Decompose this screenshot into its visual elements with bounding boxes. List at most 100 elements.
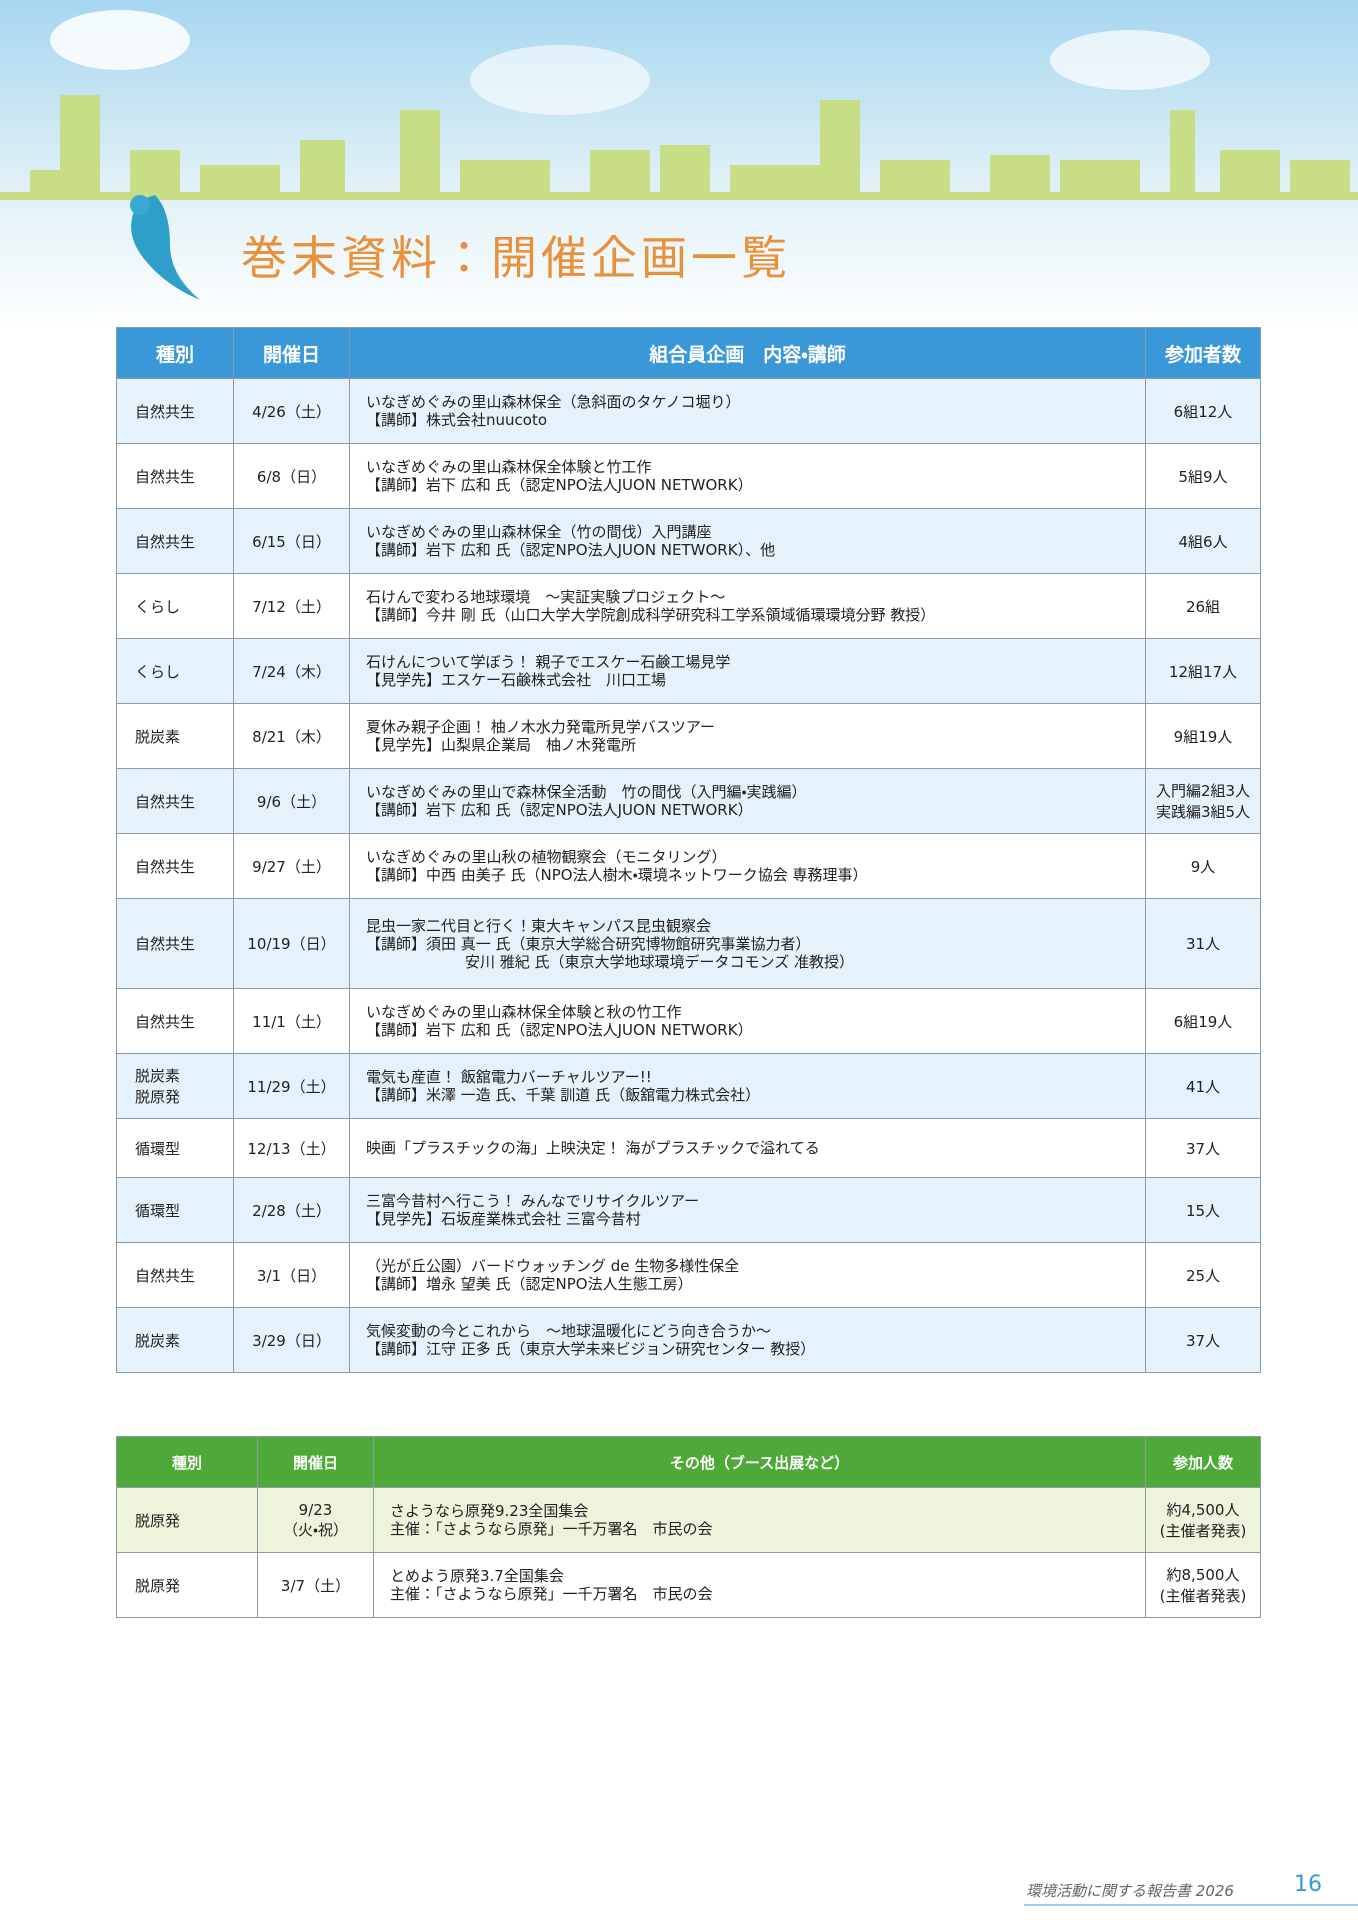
cell-line: 石けんで変わる地球環境 ～実証実験プロジェクト～ <box>366 588 726 606</box>
table-cell: 脱原発 <box>116 1552 258 1618</box>
table-cell: いなぎめぐみの里山森林保全体験と竹工作 【講師】岩下 広和 氏（認定NPO法人JU… <box>349 443 1146 509</box>
cell-line: いなぎめぐみの里山秋の植物観察会（モニタリング） <box>366 848 727 866</box>
table-cell: 8/21（木） <box>233 703 350 769</box>
table-cell: 自然共生 <box>116 378 234 444</box>
cell-line: (主催者発表) <box>1159 1587 1247 1605</box>
table-cell: 自然共生 <box>116 833 234 899</box>
table-cell: さようなら原発9.23全国集会 主催：「さようなら原発」一千万署名 市民の会 <box>373 1487 1146 1553</box>
cell-line: 実践編3組5人 <box>1155 803 1251 821</box>
table-cell: 自然共生 <box>116 988 234 1054</box>
cell-line: 7/24（木） <box>252 662 331 681</box>
cell-line: 電気も産直！ 飯舘電力バーチャルツアー!! <box>366 1068 652 1086</box>
cell-line: 31人 <box>1185 935 1221 953</box>
table-cell: 7/12（土） <box>233 573 350 639</box>
table-cell: 循環型 <box>116 1118 234 1178</box>
cell-line: 夏休み親子企画！ 柚ノ木水力発電所見学バスツアー <box>366 718 715 736</box>
cell-line: 12/13（土） <box>247 1139 336 1158</box>
table-cell: 9/27（土） <box>233 833 350 899</box>
cell-line: 循環型 <box>135 1201 181 1220</box>
table-cell: 自然共生 <box>116 768 234 834</box>
cell-line: 6/8（日） <box>256 467 327 486</box>
table-cell: 三富今昔村へ行こう！ みんなでリサイクルツアー 【見学先】石坂産業株式会社 三富今… <box>349 1177 1146 1243</box>
table-cell: 6組12人 <box>1145 378 1261 444</box>
cell-line: 【見学先】エスケー石鹸株式会社 川口工場 <box>366 671 667 689</box>
cell-line: 【講師】株式会社nuucoto <box>366 411 548 429</box>
table-cell: 約4,500人 (主催者発表) <box>1145 1487 1261 1553</box>
table-row: 自然共生 9/27（土） いなぎめぐみの里山秋の植物観察会（モニタリング） 【講師】中… <box>116 833 1261 899</box>
table-cell: 25人 <box>1145 1242 1261 1308</box>
header-illustration <box>0 0 1358 330</box>
table-cell: 12組17人 <box>1145 638 1261 704</box>
column-header: 参加人数 <box>1145 1436 1261 1488</box>
cell-line: 37人 <box>1185 1331 1221 1350</box>
column-header: 開催日 <box>257 1436 374 1488</box>
cell-line: 自然共生 <box>135 857 196 876</box>
table-cell: 4/26（土） <box>233 378 350 444</box>
cell-line: さようなら原発9.23全国集会 <box>390 1502 589 1520</box>
table-cell: 9組19人 <box>1145 703 1261 769</box>
cell-line: 10/19（日） <box>247 935 336 953</box>
cell-line: 5組9人 <box>1178 467 1228 486</box>
column-header: 組合員企画 内容・講師 <box>349 327 1146 379</box>
table-cell: （光が丘公園）バードウォッチング de 生物多様性保全 【講師】増永 望美 氏（認… <box>349 1242 1146 1308</box>
table-cell: 9/23 （火・祝） <box>257 1487 374 1553</box>
table-cell: 5組9人 <box>1145 443 1261 509</box>
table-cell: 入門編2組3人 実践編3組5人 <box>1145 768 1261 834</box>
table-cell: 26組 <box>1145 573 1261 639</box>
cell-line: 脱原発 <box>135 1088 181 1106</box>
cell-line: 自然共生 <box>135 402 196 421</box>
table-row: 脱炭素脱原発 11/29（土） 電気も産直！ 飯舘電力バーチャルツアー!! 【講師】米… <box>116 1053 1261 1119</box>
table-cell: 37人 <box>1145 1307 1261 1373</box>
table-cell: 31人 <box>1145 898 1261 989</box>
table-cell: いなぎめぐみの里山森林保全（竹の間伐）入門講座 【講師】岩下 広和 氏（認定NPO… <box>349 508 1146 574</box>
cell-line: 自然共生 <box>135 1012 196 1031</box>
table-cell: 3/1（日） <box>233 1242 350 1308</box>
table-row: くらし 7/24（木） 石けんについて学ぼう！ 親子でエスケー石鹸工場見学 【見学先】… <box>116 638 1261 704</box>
cell-line: 昆虫一家二代目と行く！東大キャンパス昆虫観察会 <box>366 916 712 935</box>
table-row: 自然共生 9/6（土） いなぎめぐみの里山で森林保全活動 竹の間伐（入門編・実践編）… <box>116 768 1261 834</box>
cell-line: 6組19人 <box>1173 1012 1233 1031</box>
table-cell: とめよう原発3.7全国集会 主催：「さようなら原発」一千万署名 市民の会 <box>373 1552 1146 1618</box>
cell-line: いなぎめぐみの里山森林保全（竹の間伐）入門講座 <box>366 523 712 541</box>
table-row: 脱原発 9/23 （火・祝） さようなら原発9.23全国集会 主催：「さようなら原発」一… <box>116 1487 1261 1553</box>
table-cell: 自然共生 <box>116 443 234 509</box>
cell-line: 脱原発 <box>135 1576 181 1595</box>
table-row: 自然共生 4/26（土） いなぎめぐみの里山森林保全（急斜面のタケノコ堀り） 【講師】… <box>116 378 1261 444</box>
cell-line: 11/1（土） <box>252 1012 331 1031</box>
cell-line: 【講師】増永 望美 氏（認定NPO法人生態工房） <box>366 1275 693 1293</box>
cell-line: くらし <box>135 597 181 616</box>
table-cell: 3/7（土） <box>257 1552 374 1618</box>
cell-line: 安川 雅紀 氏（東京大学地球環境データコモンズ 准教授） <box>465 952 855 971</box>
table-cell: 15人 <box>1145 1177 1261 1243</box>
column-header: 種別 <box>116 327 234 379</box>
cell-line: 脱炭素 <box>135 1067 181 1085</box>
cell-line: いなぎめぐみの里山森林保全（急斜面のタケノコ堀り） <box>366 393 741 411</box>
cell-line: 主催：「さようなら原発」一千万署名 市民の会 <box>390 1520 713 1538</box>
table-cell: 脱炭素 <box>116 703 234 769</box>
table-cell: 11/29（土） <box>233 1053 350 1119</box>
cell-line: くらし <box>135 662 181 681</box>
cell-line: 【講師】今井 剛 氏（山口大学大学院創成科学研究科工学系領域循環環境分野 教授） <box>366 606 936 624</box>
table-cell: 3/29（日） <box>233 1307 350 1373</box>
table-row: 循環型 12/13（土） 映画「プラスチックの海」上映決定！ 海がプラスチックで溢れ… <box>116 1118 1261 1178</box>
table-cell: 電気も産直！ 飯舘電力バーチャルツアー!! 【講師】米澤 一造 氏、千葉 訓道 氏… <box>349 1053 1146 1119</box>
cell-line: 6組12人 <box>1173 402 1233 421</box>
cell-line: 循環型 <box>135 1139 181 1158</box>
cell-line: 脱炭素 <box>135 727 181 746</box>
table-cell: いなぎめぐみの里山で森林保全活動 竹の間伐（入門編・実践編） 【講師】岩下 広和 … <box>349 768 1146 834</box>
cell-line: 3/7（土） <box>280 1576 351 1595</box>
table-cell: 41人 <box>1145 1053 1261 1119</box>
cell-line: 自然共生 <box>135 1266 196 1285</box>
cell-line: 3/29（日） <box>252 1331 331 1350</box>
cell-line: 9/6（土） <box>256 792 327 811</box>
table-cell: 自然共生 <box>116 898 234 989</box>
cell-line: 脱原発 <box>135 1511 181 1530</box>
table-cell: 夏休み親子企画！ 柚ノ木水力発電所見学バスツアー 【見学先】山梨県企業局 柚ノ木発… <box>349 703 1146 769</box>
table-row: 自然共生 3/1（日） （光が丘公園）バードウォッチング de 生物多様性保全 【講師… <box>116 1242 1261 1308</box>
table-cell: 11/1（土） <box>233 988 350 1054</box>
cell-line: いなぎめぐみの里山森林保全体験と秋の竹工作 <box>366 1003 682 1021</box>
table-cell: 4組6人 <box>1145 508 1261 574</box>
cell-line: 三富今昔村へ行こう！ みんなでリサイクルツアー <box>366 1192 700 1210</box>
cell-line: 4/26（土） <box>252 402 331 421</box>
table-cell: 6組19人 <box>1145 988 1261 1054</box>
